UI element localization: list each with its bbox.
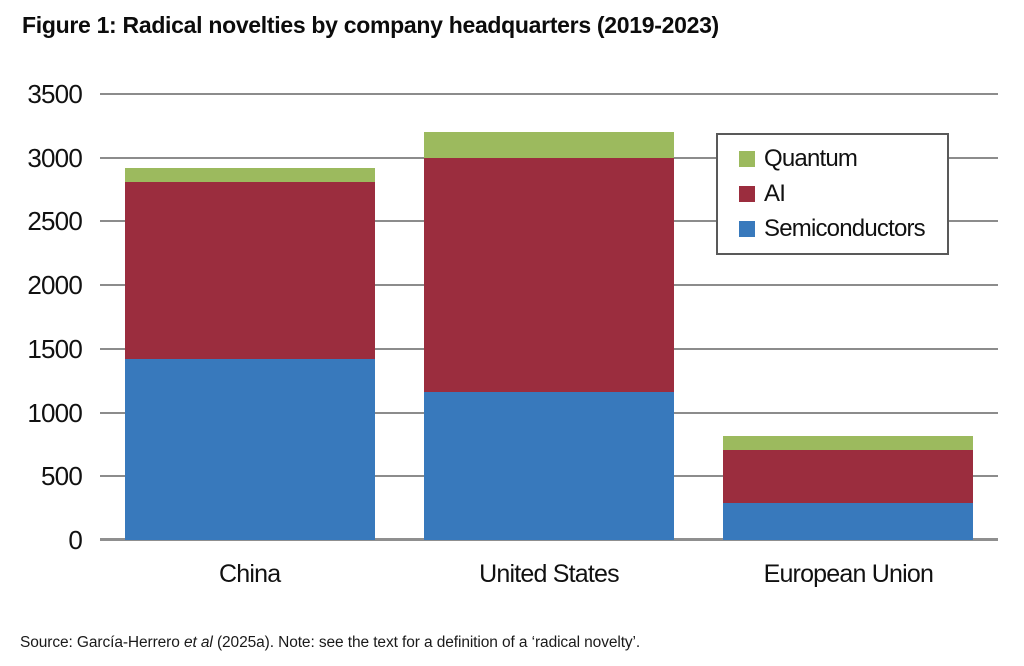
legend-swatch-semiconductors xyxy=(739,221,755,237)
source-text-prefix: Source: García-Herrero xyxy=(20,634,184,651)
bar-segment-semiconductors-united-states xyxy=(424,392,674,540)
legend-item-ai: AI xyxy=(739,177,943,211)
bar-segment-quantum-china xyxy=(124,167,375,182)
y-axis-tick-label: 3000 xyxy=(27,142,82,173)
y-axis-tick-label: 2500 xyxy=(27,206,82,237)
legend-label-quantum: Quantum xyxy=(764,145,858,172)
bar-segment-semiconductors-china xyxy=(124,359,375,540)
x-axis-category-label-united-states: United States xyxy=(479,560,619,588)
x-axis-category-label-china: China xyxy=(218,560,281,588)
bar-segment-ai-china xyxy=(124,181,375,360)
legend-label-semiconductors: Semiconductors xyxy=(764,215,926,242)
bar-segment-semiconductors-european-union xyxy=(723,503,974,540)
source-note: Source: García-Herrero et al (2025a). No… xyxy=(20,634,640,652)
y-axis-tick-label: 500 xyxy=(41,461,83,492)
source-text-italic: et al xyxy=(183,634,213,651)
chart-plot-area xyxy=(100,93,998,541)
y-axis-tick-label: 0 xyxy=(68,525,82,555)
bar-segment-quantum-united-states xyxy=(424,132,674,158)
chart-legend: Quantum AI Semiconductors xyxy=(716,133,949,255)
bar-segment-ai-united-states xyxy=(424,157,674,393)
bar-segment-ai-european-union xyxy=(723,450,974,504)
legend-item-semiconductors: Semiconductors xyxy=(739,212,943,246)
y-axis-tick-label: 1000 xyxy=(27,397,82,428)
bar-segment-quantum-european-union xyxy=(723,436,974,451)
source-text-suffix: (2025a). Note: see the text for a defini… xyxy=(212,634,641,651)
y-axis-tick-label: 2000 xyxy=(27,270,82,301)
figure-title: Figure 1: Radical novelties by company h… xyxy=(22,12,719,38)
y-axis-tick-label: 3500 xyxy=(27,79,82,109)
x-axis-category-label-european-union: European Union xyxy=(763,560,934,588)
legend-item-quantum: Quantum xyxy=(739,142,943,176)
legend-label-ai: AI xyxy=(764,180,786,207)
legend-swatch-quantum xyxy=(739,151,755,167)
y-axis-tick-label: 1500 xyxy=(27,333,82,364)
gridline-3000 xyxy=(100,156,998,159)
gridline-3500 xyxy=(100,93,998,95)
legend-swatch-ai xyxy=(739,186,755,202)
